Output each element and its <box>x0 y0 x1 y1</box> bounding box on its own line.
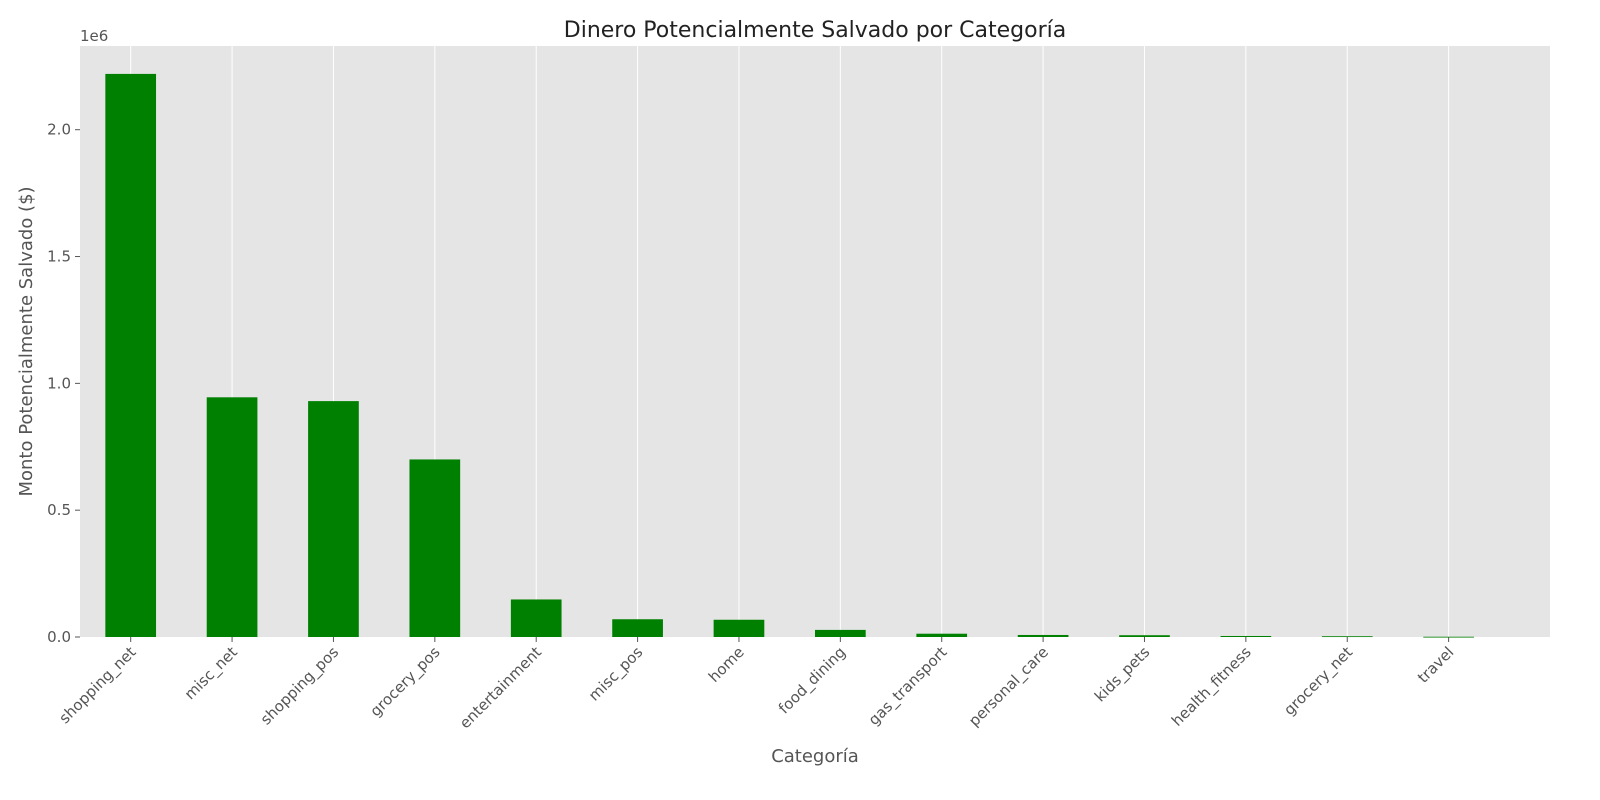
bar-grocery_pos <box>409 459 461 637</box>
bar-shopping_net <box>105 73 157 637</box>
x-tick-label: entertainment <box>456 643 545 732</box>
y-axis: 0.0 0.5 1.0 1.5 2.0 <box>47 121 80 646</box>
y-tick-label: 2.0 <box>47 121 71 139</box>
x-tick-label: shopping_pos <box>257 643 343 729</box>
x-tick-label: gas_transport <box>865 643 952 730</box>
y-axis-label: Monto Potencialmente Salvado ($) <box>16 186 37 496</box>
y-tick-label: 1.5 <box>47 248 71 266</box>
bar-health_fitness <box>1220 635 1272 637</box>
bar-grocery_net <box>1321 636 1373 638</box>
y-axis-offset-label: 1e6 <box>80 27 108 45</box>
x-tick-label: home <box>705 643 748 686</box>
x-tick-label: kids_pets <box>1091 643 1154 706</box>
x-tick-label: shopping_net <box>55 643 140 728</box>
y-tick-label: 0.5 <box>47 501 71 519</box>
x-tick-label: food_dining <box>775 643 850 718</box>
y-tick-label: 1.0 <box>47 374 71 392</box>
plot-area <box>80 46 1550 637</box>
bar-misc_net <box>206 397 258 637</box>
x-tick-label: travel <box>1414 643 1457 686</box>
x-tick-label: misc_pos <box>585 643 647 705</box>
bar-gas_transport <box>916 633 968 637</box>
x-axis-label: Categoría <box>771 746 859 767</box>
bar-kids_pets <box>1119 635 1170 637</box>
bar-shopping_pos <box>308 401 359 637</box>
y-tick-label: 0.0 <box>47 628 71 646</box>
x-tick-label: misc_net <box>181 643 242 704</box>
x-tick-label: personal_care <box>965 643 1053 731</box>
bar-personal_care <box>1017 634 1069 637</box>
bars <box>105 73 1474 638</box>
bar-entertainment <box>510 599 562 637</box>
grid-lines <box>130 46 1450 637</box>
x-axis: shopping_net misc_net shopping_pos grocery_… <box>55 637 1457 732</box>
bar-food_dining <box>815 629 866 637</box>
bar-misc_pos <box>612 619 663 637</box>
chart-title: Dinero Potencialmente Salvado por Catego… <box>564 18 1066 43</box>
x-tick-label: health_fitness <box>1168 643 1256 731</box>
x-tick-label: grocery_net <box>1280 643 1357 720</box>
bar-home <box>713 619 765 637</box>
x-tick-label: grocery_pos <box>367 643 445 721</box>
